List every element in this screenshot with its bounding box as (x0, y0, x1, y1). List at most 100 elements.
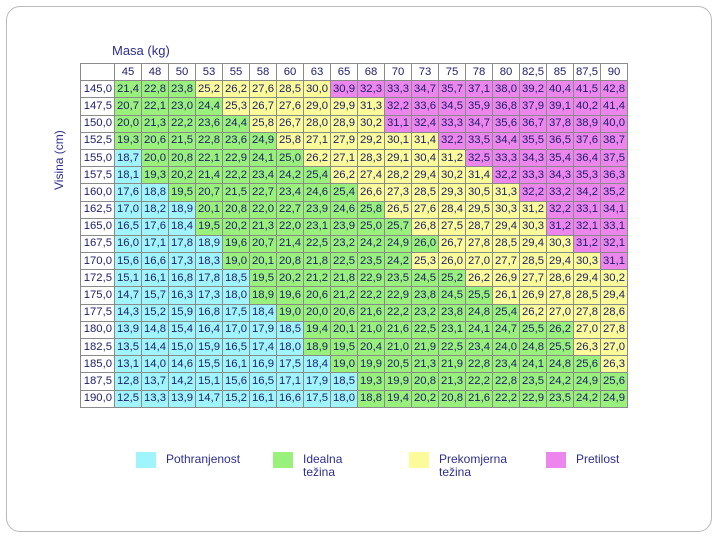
bmi-row: 177,5 14,3 15,2 15,9 16,8 17,5 18,4 19,0 20,0 20,… (80, 303, 628, 322)
bmi-row: 155,0 18,7 20,0 20,8 22,1 22,9 24,1 25,0 26,2 27,… (80, 148, 628, 168)
bmi-value-cell: 26,2 (465, 269, 493, 288)
corner-cell (80, 62, 115, 82)
bmi-value-cell: 31,2 (546, 217, 574, 236)
bmi-value-cell: 19,4 (303, 320, 331, 340)
bmi-value-cell: 14,7 (114, 286, 142, 305)
bmi-value-cell: 19,3 (114, 131, 142, 150)
mass-header-row: 45 48 50 53 55 58 60 63 65 68 70 73 75 78 80 82,5 85 87,5… (80, 62, 628, 82)
mass-header-cell: 73 (411, 62, 439, 82)
bmi-value-cell: 34,1 (600, 200, 628, 219)
bmi-value-cell: 29,4 (600, 286, 628, 305)
bmi-value-cell: 15,6 (222, 372, 250, 391)
bmi-value-cell: 33,1 (600, 217, 628, 236)
bmi-value-cell: 33,2 (546, 183, 574, 202)
bmi-value-cell: 16,1 (141, 269, 169, 288)
bmi-value-cell: 23,2 (411, 303, 439, 322)
bmi-value-cell: 21,3 (438, 372, 466, 391)
bmi-value-cell: 27,0 (600, 337, 628, 357)
bmi-value-cell: 19,6 (222, 234, 250, 254)
bmi-value-cell: 33,5 (465, 131, 493, 150)
bmi-value-cell: 35,7 (438, 80, 466, 99)
bmi-value-cell: 32,5 (465, 148, 493, 168)
mass-header-cell: 60 (276, 62, 304, 82)
bmi-row: 170,0 15,6 16,6 17,3 18,3 19,0 20,1 20,8 21,8 22,… (80, 252, 628, 271)
bmi-value-cell: 22,8 (465, 355, 493, 374)
bmi-value-cell: 20,7 (114, 97, 142, 116)
bmi-value-cell: 34,4 (492, 131, 520, 150)
bmi-value-cell: 23,4 (492, 355, 520, 374)
bmi-value-cell: 32,2 (519, 183, 547, 202)
bmi-value-cell: 13,1 (114, 355, 142, 374)
bmi-value-cell: 18,0 (222, 286, 250, 305)
bmi-row: 180,0 13,9 14,8 15,4 16,4 17,0 17,9 18,5 19,4 20,… (80, 320, 628, 340)
bmi-value-cell: 25,8 (357, 200, 385, 219)
bmi-value-cell: 24,5 (411, 269, 439, 288)
bmi-value-cell: 23,9 (303, 200, 331, 219)
bmi-row: 172,5 15,1 16,1 16,8 17,8 18,5 19,5 20,2 21,2 21,… (80, 269, 628, 288)
bmi-value-cell: 24,9 (573, 372, 601, 391)
bmi-value-cell: 15,0 (168, 337, 196, 357)
height-header-cell: 182,5 (80, 337, 115, 357)
bmi-value-cell: 27,8 (573, 303, 601, 322)
bmi-value-cell: 24,9 (249, 131, 277, 150)
mass-header-cell: 58 (249, 62, 277, 82)
bmi-value-cell: 18,0 (330, 389, 358, 408)
height-header-cell: 155,0 (80, 148, 115, 168)
bmi-value-cell: 27,6 (249, 80, 277, 99)
bmi-value-cell: 20,7 (249, 234, 277, 254)
bmi-value-cell: 22,8 (141, 80, 169, 99)
bmi-value-cell: 26,7 (249, 97, 277, 116)
bmi-value-cell: 20,6 (330, 303, 358, 322)
bmi-value-cell: 19,5 (249, 269, 277, 288)
bmi-row: 157,5 18,1 19,3 20,2 21,4 22,2 23,4 24,2 25,4 26,… (80, 166, 628, 185)
bmi-value-cell: 32,4 (411, 114, 439, 133)
bmi-value-cell: 26,2 (519, 303, 547, 322)
bmi-value-cell: 22,5 (330, 252, 358, 271)
height-header-cell: 185,0 (80, 355, 115, 374)
legend-label-underweight: Pothranjenost (166, 452, 241, 466)
bmi-value-cell: 41,4 (600, 97, 628, 116)
bmi-value-cell: 31,1 (600, 252, 628, 271)
bmi-value-cell: 21,4 (195, 166, 223, 185)
bmi-value-cell: 39,2 (519, 80, 547, 99)
bmi-value-cell: 23,4 (276, 183, 304, 202)
bmi-value-cell: 25,0 (276, 148, 304, 168)
bmi-value-cell: 18,3 (195, 252, 223, 271)
bmi-value-cell: 18,5 (276, 320, 304, 340)
bmi-value-cell: 36,7 (519, 114, 547, 133)
bmi-row: 162,5 17,0 18,2 18,9 20,1 20,8 22,0 22,7 23,9 24,… (80, 200, 628, 219)
bmi-value-cell: 27,7 (492, 252, 520, 271)
bmi-value-cell: 30,2 (438, 166, 466, 185)
bmi-value-cell: 12,5 (114, 389, 142, 408)
bmi-value-cell: 14,4 (141, 337, 169, 357)
bmi-value-cell: 27,8 (600, 320, 628, 340)
bmi-value-cell: 17,4 (249, 337, 277, 357)
bmi-value-cell: 19,4 (384, 389, 412, 408)
bmi-value-cell: 28,5 (519, 252, 547, 271)
bmi-value-cell: 19,9 (384, 372, 412, 391)
mass-header-cell: 75 (438, 62, 466, 82)
bmi-value-cell: 20,8 (438, 389, 466, 408)
bmi-value-cell: 24,1 (249, 148, 277, 168)
bmi-value-cell: 20,6 (303, 286, 331, 305)
bmi-value-cell: 35,9 (465, 97, 493, 116)
bmi-value-cell: 15,4 (168, 320, 196, 340)
bmi-value-cell: 35,4 (546, 148, 574, 168)
bmi-value-cell: 22,7 (276, 200, 304, 219)
bmi-value-cell: 30,5 (465, 183, 493, 202)
bmi-value-cell: 26,3 (600, 355, 628, 374)
bmi-value-cell: 25,5 (546, 337, 574, 357)
bmi-value-cell: 20,2 (276, 269, 304, 288)
bmi-value-cell: 23,6 (195, 114, 223, 133)
bmi-value-cell: 18,8 (141, 183, 169, 202)
bmi-value-cell: 18,7 (114, 148, 142, 168)
bmi-value-cell: 27,0 (465, 252, 493, 271)
bmi-value-cell: 25,2 (195, 80, 223, 99)
bmi-value-cell: 17,3 (195, 286, 223, 305)
bmi-value-cell: 22,8 (492, 372, 520, 391)
bmi-value-cell: 37,8 (546, 114, 574, 133)
legend-swatch-overweight (409, 452, 429, 468)
bmi-value-cell: 22,0 (276, 217, 304, 236)
bmi-value-cell: 13,7 (141, 372, 169, 391)
bmi-value-cell: 24,2 (276, 166, 304, 185)
